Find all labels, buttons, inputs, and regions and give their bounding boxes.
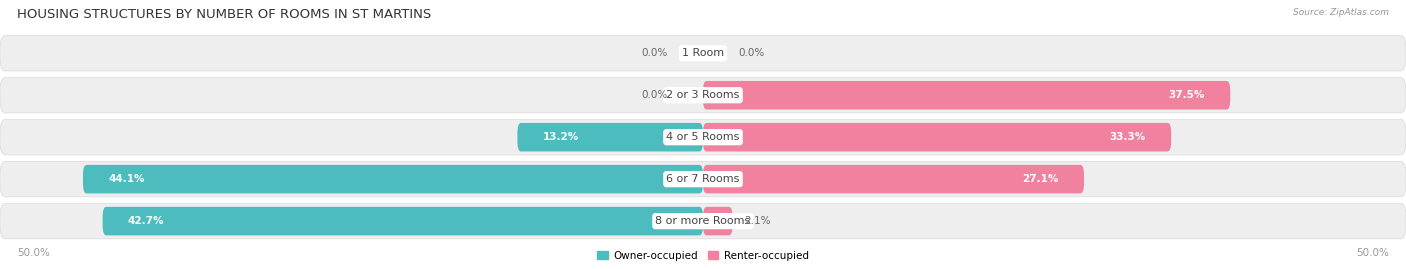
Text: 0.0%: 0.0% [738, 48, 765, 58]
FancyBboxPatch shape [703, 123, 1171, 151]
Text: 4 or 5 Rooms: 4 or 5 Rooms [666, 132, 740, 142]
FancyBboxPatch shape [517, 123, 703, 151]
Text: 2.1%: 2.1% [744, 216, 770, 226]
Text: 42.7%: 42.7% [128, 216, 165, 226]
Text: Source: ZipAtlas.com: Source: ZipAtlas.com [1294, 8, 1389, 17]
Text: 0.0%: 0.0% [641, 90, 668, 100]
Text: 8 or more Rooms: 8 or more Rooms [655, 216, 751, 226]
FancyBboxPatch shape [103, 207, 703, 235]
Text: 13.2%: 13.2% [543, 132, 579, 142]
Text: 33.3%: 33.3% [1109, 132, 1146, 142]
FancyBboxPatch shape [0, 161, 1406, 197]
FancyBboxPatch shape [703, 207, 733, 235]
Text: 50.0%: 50.0% [1357, 248, 1389, 258]
Text: 0.0%: 0.0% [641, 48, 668, 58]
Text: 1 Room: 1 Room [682, 48, 724, 58]
Text: HOUSING STRUCTURES BY NUMBER OF ROOMS IN ST MARTINS: HOUSING STRUCTURES BY NUMBER OF ROOMS IN… [17, 8, 432, 21]
FancyBboxPatch shape [0, 77, 1406, 113]
FancyBboxPatch shape [703, 81, 1230, 109]
Text: 2 or 3 Rooms: 2 or 3 Rooms [666, 90, 740, 100]
Text: 37.5%: 37.5% [1168, 90, 1205, 100]
Text: 50.0%: 50.0% [17, 248, 49, 258]
Text: 6 or 7 Rooms: 6 or 7 Rooms [666, 174, 740, 184]
FancyBboxPatch shape [0, 119, 1406, 155]
Text: 44.1%: 44.1% [108, 174, 145, 184]
Text: 27.1%: 27.1% [1022, 174, 1059, 184]
Legend: Owner-occupied, Renter-occupied: Owner-occupied, Renter-occupied [598, 251, 808, 261]
FancyBboxPatch shape [0, 203, 1406, 239]
FancyBboxPatch shape [703, 165, 1084, 193]
FancyBboxPatch shape [83, 165, 703, 193]
FancyBboxPatch shape [0, 36, 1406, 71]
